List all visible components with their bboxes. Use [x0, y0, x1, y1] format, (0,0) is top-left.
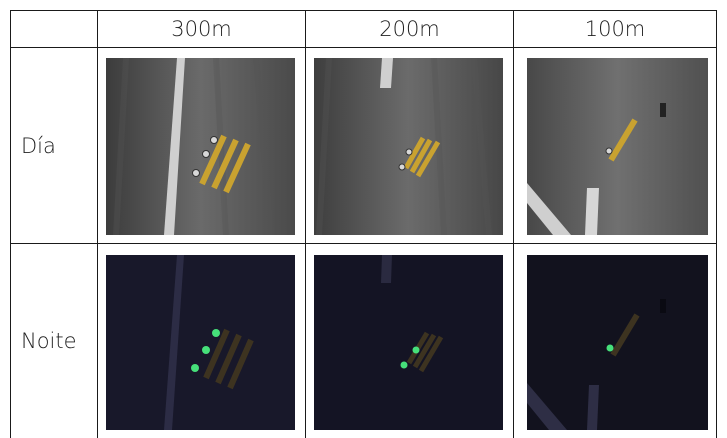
column-header-300m: 300m [171, 17, 232, 41]
row-label-night: Noite [21, 329, 77, 353]
table-border-top [10, 10, 717, 11]
table-border-col3 [513, 10, 514, 438]
row-label-day: Día [21, 133, 56, 158]
column-header-200m: 200m [379, 17, 440, 41]
table-border-header [10, 47, 717, 48]
column-header-100m: 100m [584, 17, 646, 41]
table-border-col1 [97, 10, 98, 438]
image-night-100m [527, 255, 708, 430]
image-day-300m [106, 58, 295, 235]
image-day-100m [527, 58, 708, 235]
table-border-right [716, 10, 717, 438]
table-border-col2 [305, 10, 306, 438]
table-border-left [10, 10, 11, 438]
image-day-200m [314, 58, 503, 235]
image-night-300m [106, 255, 295, 430]
table-border-row [10, 243, 717, 244]
image-night-200m [314, 255, 503, 430]
